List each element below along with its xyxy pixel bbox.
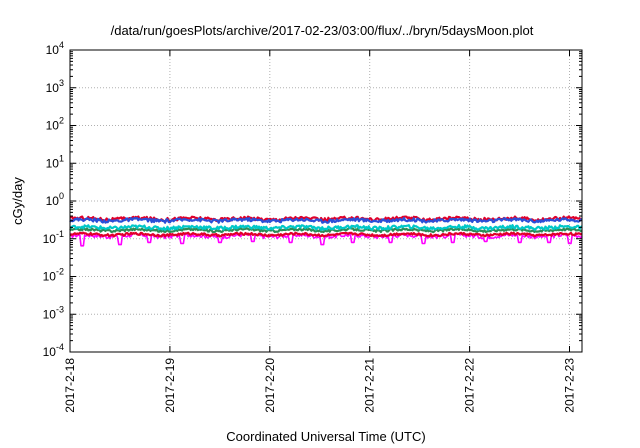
x-axis: 2017-2-18 2017-2-19 2017-2-20 2017-2-21 2017… [63, 50, 577, 413]
series-line [69, 231, 583, 238]
x-tick-label: 2017-2-23 [563, 358, 577, 413]
grid [69, 50, 582, 352]
y-tick-label: 101 [46, 153, 64, 170]
x-tick-label: 2017-2-20 [263, 358, 277, 413]
y-tick-label: 104 [46, 40, 64, 57]
x-axis-label: Coordinated Universal Time (UTC) [226, 429, 425, 444]
x-tick-label: 2017-2-22 [463, 358, 477, 413]
y-tick-label: 10-1 [43, 229, 64, 246]
series-line [69, 216, 583, 224]
y-tick-label: 10-3 [43, 304, 64, 321]
y-tick-label: 10-2 [43, 267, 64, 284]
x-tick-label: 2017-2-21 [363, 358, 377, 413]
x-tick-label: 2017-2-18 [63, 358, 77, 413]
y-tick-label: 102 [46, 116, 64, 133]
x-tick-label: 2017-2-19 [163, 358, 177, 413]
y-tick-label: 10-4 [43, 342, 64, 359]
y-axis: 10-4 10-3 10-2 10-1 100 101 102 103 104 [43, 40, 582, 359]
chart-title: /data/run/goesPlots/archive/2017-02-23/0… [111, 23, 534, 38]
series-line [69, 227, 583, 234]
y-axis-label: cGy/day [10, 177, 25, 225]
plot-series [69, 215, 583, 247]
y-tick-label: 103 [46, 78, 64, 95]
y-tick-label: 100 [46, 191, 64, 208]
series-line [69, 224, 583, 231]
